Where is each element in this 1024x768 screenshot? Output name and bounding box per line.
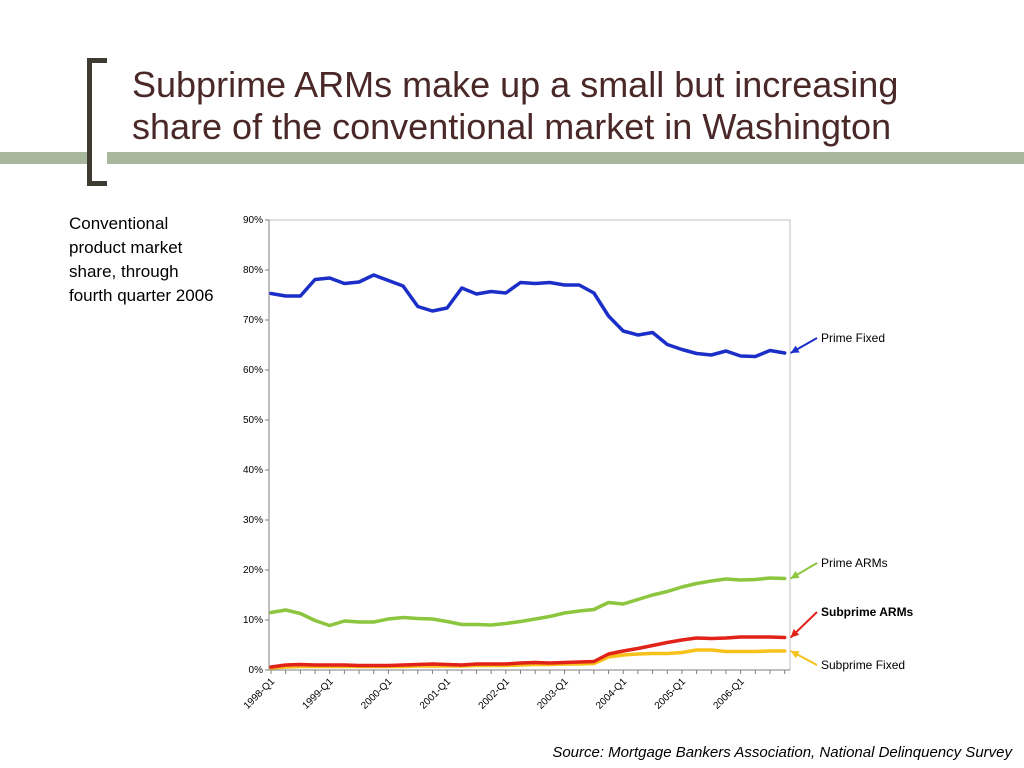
legend-label: Prime ARMs — [821, 556, 888, 570]
y-tick-label: 20% — [243, 565, 263, 576]
x-tick-labels: 1998-Q1 1999-Q1 2000-Q1 2001-Q1 2002-Q1 2003-… — [242, 670, 786, 712]
decorative-bracket — [87, 58, 107, 186]
source-citation: Source: Mortgage Bankers Association, Na… — [552, 744, 1012, 761]
series-line-prime-fixed — [269, 273, 787, 359]
y-tick-label: 0% — [249, 665, 264, 676]
x-tick-label: 2003-Q1 — [535, 676, 571, 712]
slide-title: Subprime ARMs make up a small but increa… — [132, 64, 1012, 148]
x-tick-label: 1998-Q1 — [242, 676, 278, 712]
annotation-arrowhead — [790, 629, 800, 638]
x-tick-label: 2001-Q1 — [418, 676, 454, 712]
annotation-arrowhead — [790, 345, 800, 353]
x-tick-label: 2006-Q1 — [711, 676, 747, 712]
chart-description: Conventional product market share, throu… — [69, 214, 214, 305]
series-annotations: Prime Fixed Prime ARMs Subprime ARMs Subpri… — [789, 331, 914, 672]
x-tick-label: 2005-Q1 — [653, 676, 689, 712]
series-line-subprime-arms — [269, 635, 787, 669]
y-tick-labels: 0% 10% 20% 30% 40% 50% 60% 70% 80% 90% — [243, 215, 269, 676]
title-line-1: Subprime ARMs make up a small but increa… — [132, 64, 899, 105]
title-line-2: share of the conventional market in Wash… — [132, 106, 892, 147]
series-lines — [269, 273, 787, 670]
x-tick-label: 2004-Q1 — [594, 676, 630, 712]
series-line-prime-arms — [269, 576, 787, 628]
x-tick-label: 2002-Q1 — [477, 676, 513, 712]
legend-label: Subprime Fixed — [821, 658, 905, 672]
decorative-band — [0, 152, 1024, 164]
y-tick-label: 70% — [243, 315, 263, 326]
plot-area — [268, 219, 791, 671]
y-tick-label: 10% — [243, 615, 263, 626]
y-tick-label: 90% — [243, 215, 263, 226]
legend-label: Prime Fixed — [821, 331, 885, 345]
y-tick-label: 60% — [243, 365, 263, 376]
y-tick-label: 40% — [243, 465, 263, 476]
y-tick-label: 50% — [243, 415, 263, 426]
y-tick-label: 30% — [243, 515, 263, 526]
annotation-arrowhead — [790, 570, 800, 579]
x-tick-label: 1999-Q1 — [301, 676, 337, 712]
legend-label: Subprime ARMs — [821, 605, 914, 619]
annotation-arrowhead — [790, 651, 800, 659]
y-tick-label: 80% — [243, 265, 263, 276]
x-tick-label: 2000-Q1 — [359, 676, 395, 712]
